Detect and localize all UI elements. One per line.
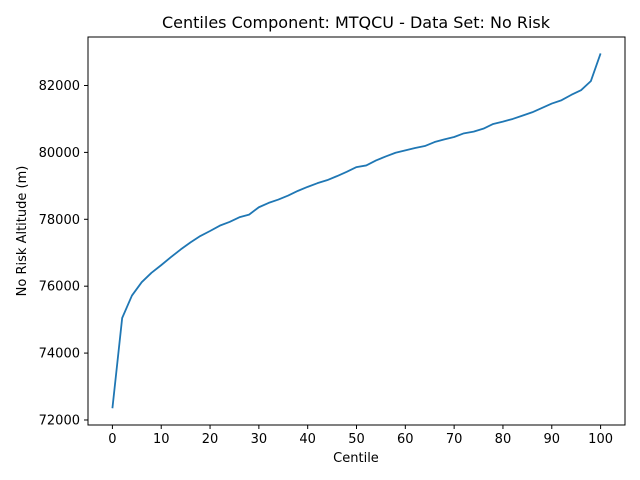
y-tick-label: 72000 xyxy=(39,413,80,428)
x-axis: 0 10 20 30 40 50 60 70 80 90 100 xyxy=(108,425,613,447)
y-tick-label: 74000 xyxy=(39,347,80,362)
y-tick-label: 80000 xyxy=(39,146,80,161)
x-tick-label: 70 xyxy=(446,432,463,447)
x-axis-label: Centile xyxy=(333,451,379,466)
y-tick-label: 82000 xyxy=(39,79,80,94)
chart-title: Centiles Component: MTQCU - Data Set: No… xyxy=(162,13,551,32)
x-tick-label: 80 xyxy=(495,432,512,447)
series-line xyxy=(111,53,602,409)
x-tick-label: 30 xyxy=(251,432,268,447)
x-tick-label: 60 xyxy=(397,432,414,447)
y-tick-label: 78000 xyxy=(39,213,80,228)
plot-area xyxy=(87,36,626,426)
x-tick-label: 40 xyxy=(299,432,316,447)
x-tick-label: 20 xyxy=(202,432,219,447)
x-tick-label: 90 xyxy=(543,432,560,447)
y-tick-label: 76000 xyxy=(39,280,80,295)
y-axis: 72000 74000 76000 78000 80000 82000 xyxy=(39,79,88,428)
x-tick-label: 50 xyxy=(348,432,365,447)
x-tick-label: 10 xyxy=(153,432,170,447)
y-axis-label: No Risk Altitude (m) xyxy=(15,166,30,297)
x-tick-label: 100 xyxy=(588,432,613,447)
x-tick-label: 0 xyxy=(108,432,116,447)
